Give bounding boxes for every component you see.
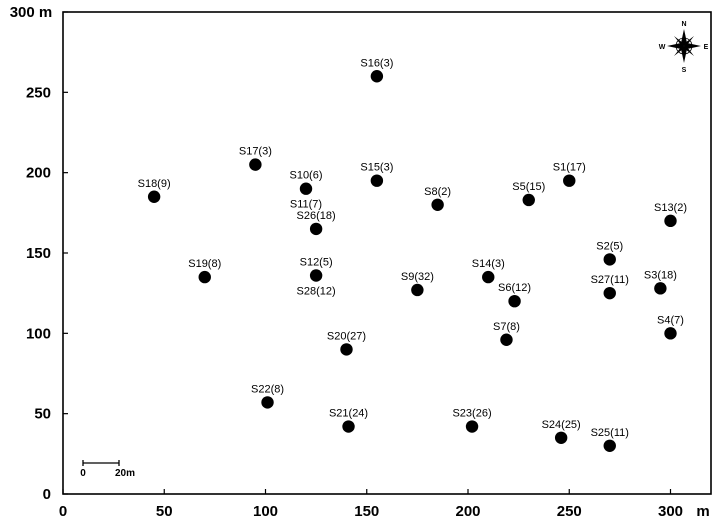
plot-frame	[62, 11, 712, 495]
compass-sw-arrow	[674, 46, 684, 56]
data-point	[603, 439, 616, 452]
compass-north-arrow	[681, 29, 687, 46]
compass-south-arrow	[681, 46, 687, 63]
x-tick-label: 150	[354, 503, 379, 520]
data-point	[342, 420, 355, 433]
y-tick-label: 200	[26, 165, 51, 182]
y-tick-label: 300 m	[10, 4, 53, 21]
data-point-label: S20(27)	[327, 330, 366, 342]
data-point-label: S15(3)	[360, 162, 393, 174]
x-tick-label: 200	[455, 503, 480, 520]
data-point	[603, 253, 616, 266]
data-point	[299, 182, 313, 195]
data-point	[249, 158, 262, 171]
data-points: S1(17) S2(5) S3(18) S4(7) S5(15) S6(12) S7(8) S…	[138, 57, 687, 452]
data-point-label: S3(18)	[644, 269, 677, 281]
data-point	[664, 327, 677, 340]
data-point-label: S1(17)	[553, 162, 586, 174]
data-point	[508, 294, 521, 308]
data-point-label: S17(3)	[239, 146, 272, 158]
data-point-label: S6(12)	[498, 282, 531, 294]
y-tick-label: 100	[26, 325, 51, 342]
data-point-label: S16(3)	[360, 57, 393, 69]
data-point-label: S13(2)	[654, 202, 687, 214]
data-point-label: S18(9)	[138, 178, 171, 190]
data-point-label: S25(11)	[591, 427, 629, 439]
data-point	[500, 333, 513, 346]
data-point-label: S23(26)	[452, 408, 491, 420]
x-axis-unit-label: m	[696, 503, 709, 520]
data-point	[664, 214, 677, 228]
compass-se-arrow	[684, 46, 694, 56]
data-point	[465, 420, 479, 433]
scale-bar: 0 20m	[80, 460, 135, 479]
data-point	[198, 270, 211, 284]
data-point-label: S28(12)	[297, 285, 336, 297]
data-point-label: S27(11)	[591, 274, 629, 286]
data-point	[370, 70, 384, 83]
data-point	[522, 193, 535, 207]
y-axis: 0 50 100 150 200 250 300 m	[10, 4, 68, 503]
x-tick-label: 250	[557, 503, 582, 520]
compass-nw-arrow	[674, 36, 684, 46]
compass-east-arrow	[684, 43, 701, 49]
x-tick-label: 0	[59, 503, 67, 520]
x-axis: 0 50 100 150 200 250 300	[59, 489, 683, 520]
scale-bar-end-label: 20m	[115, 468, 135, 479]
data-point	[309, 269, 323, 282]
data-point-label: S12(5)	[300, 256, 333, 268]
data-point	[261, 396, 274, 409]
data-point-label: S5(15)	[512, 181, 545, 193]
compass-rose-icon: N S E W	[659, 21, 709, 74]
data-point-label: S11(7)	[290, 199, 322, 211]
data-point-label: S8(2)	[424, 186, 451, 198]
data-point	[563, 174, 576, 187]
data-point	[147, 190, 161, 203]
data-point	[309, 222, 323, 236]
y-tick-label: 250	[26, 84, 51, 101]
data-point-label: S21(24)	[329, 408, 368, 420]
data-point	[654, 282, 667, 295]
data-point-label: S19(8)	[188, 258, 221, 270]
data-point	[411, 283, 424, 297]
data-point-label: S22(8)	[251, 383, 284, 395]
data-point-label: S14(3)	[472, 258, 505, 270]
data-point-label: S2(5)	[596, 240, 623, 252]
compass-n-label: N	[681, 21, 686, 28]
data-point	[554, 431, 568, 444]
data-point-label: S7(8)	[493, 321, 520, 333]
scale-bar-start-label: 0	[80, 468, 86, 479]
data-point-label: S26(18)	[297, 210, 336, 222]
x-tick-label: 300	[658, 503, 683, 520]
data-point	[340, 343, 353, 356]
y-tick-label: 0	[43, 486, 51, 503]
x-tick-label: 100	[253, 503, 278, 520]
data-point	[370, 174, 384, 187]
compass-s-label: S	[682, 67, 687, 74]
y-tick-label: 50	[34, 406, 51, 423]
data-point-label: S4(7)	[657, 314, 684, 326]
compass-ne-arrow	[684, 36, 694, 46]
x-tick-label: 50	[156, 503, 173, 520]
data-point-label: S10(6)	[289, 170, 322, 182]
data-point	[431, 198, 444, 211]
data-point-label: S9(32)	[401, 271, 434, 283]
compass-west-arrow	[667, 43, 684, 49]
y-tick-label: 150	[26, 245, 51, 262]
data-point	[482, 270, 495, 284]
data-point-label: S24(25)	[542, 419, 581, 431]
compass-e-label: E	[704, 44, 709, 51]
compass-w-label: W	[659, 44, 666, 51]
data-point	[603, 286, 616, 300]
